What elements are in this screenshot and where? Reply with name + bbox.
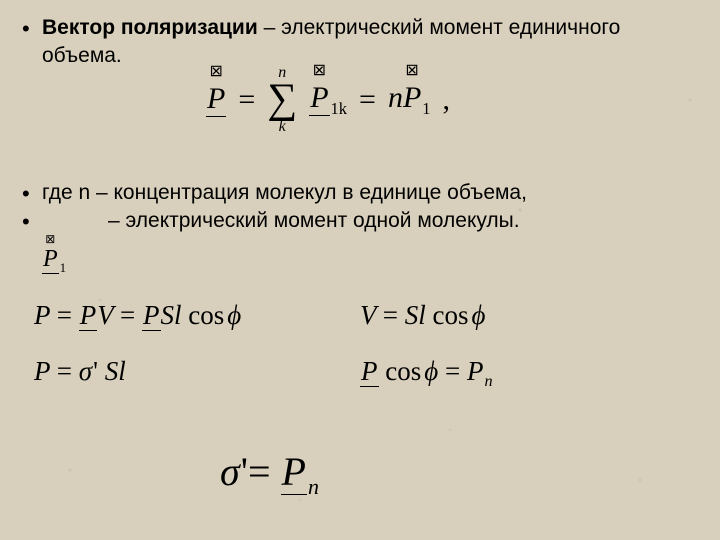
bullet-definition: Вектор поляризации – электрический момен… — [20, 14, 700, 69]
bullet-where-n: где n – концентрация молекул в единице о… — [20, 179, 700, 207]
eq-Pn: P cosϕ = Pn — [360, 356, 493, 391]
eq-sigma-final: σ'= Pn — [220, 448, 319, 500]
main-equation: P = n ∑ k P1k = n⊠P1 , — [200, 65, 456, 135]
p1-sub: 1 — [60, 260, 67, 275]
nP1-P: P — [403, 81, 421, 114]
where-n-text: где n – концентрация молекул в единице о… — [42, 181, 527, 204]
p1-symbol: P1 — [42, 246, 66, 276]
main-P-lhs: P — [207, 82, 225, 115]
p1-P: P — [43, 246, 58, 272]
nP1-arrow: ⊠ — [405, 60, 418, 80]
p1-text: – электрический момент одной молекулы. — [108, 209, 520, 232]
sum-lower: k — [279, 119, 286, 135]
main-nP1: n⊠P1 — [388, 81, 431, 119]
main-eq2: = — [359, 83, 376, 117]
term-bold: Вектор поляризации — [42, 16, 258, 39]
sigma-summation: n ∑ k — [267, 65, 297, 135]
eq-V: V = Sl cosϕ — [360, 300, 486, 331]
main-comma: , — [443, 83, 451, 117]
nP1-n: n — [388, 81, 403, 114]
eq-PV: P = PV = PSl cosϕ — [34, 300, 241, 331]
main-P1k: P1k — [309, 81, 347, 119]
P1k-P: P — [310, 81, 328, 114]
P1k-sub: 1k — [331, 99, 348, 118]
main-eq1: = — [238, 83, 255, 117]
eq-sigmaSl: P = σ' Sl — [34, 356, 126, 387]
nP1-sub: 1 — [422, 99, 430, 118]
bullet-p1: – электрический момент одной молекулы. — [20, 207, 700, 235]
